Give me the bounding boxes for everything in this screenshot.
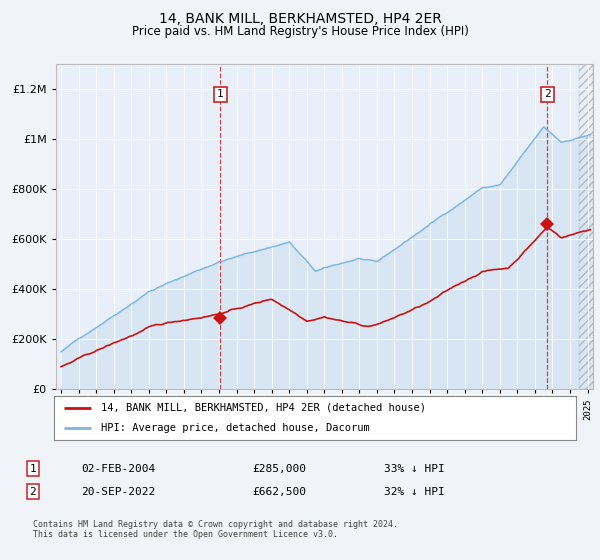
Text: HPI: Average price, detached house, Dacorum: HPI: Average price, detached house, Daco… xyxy=(101,423,370,433)
Text: 1: 1 xyxy=(217,90,224,99)
Text: 1: 1 xyxy=(29,464,37,474)
Text: 33% ↓ HPI: 33% ↓ HPI xyxy=(384,464,445,474)
Text: 14, BANK MILL, BERKHAMSTED, HP4 2ER (detached house): 14, BANK MILL, BERKHAMSTED, HP4 2ER (det… xyxy=(101,403,426,413)
Text: 2: 2 xyxy=(29,487,37,497)
Text: £285,000: £285,000 xyxy=(252,464,306,474)
Text: 20-SEP-2022: 20-SEP-2022 xyxy=(81,487,155,497)
Text: £662,500: £662,500 xyxy=(252,487,306,497)
Text: 2: 2 xyxy=(544,90,551,99)
Text: Contains HM Land Registry data © Crown copyright and database right 2024.
This d: Contains HM Land Registry data © Crown c… xyxy=(33,520,398,539)
Text: 32% ↓ HPI: 32% ↓ HPI xyxy=(384,487,445,497)
Text: 14, BANK MILL, BERKHAMSTED, HP4 2ER: 14, BANK MILL, BERKHAMSTED, HP4 2ER xyxy=(158,12,442,26)
Text: 02-FEB-2004: 02-FEB-2004 xyxy=(81,464,155,474)
Text: Price paid vs. HM Land Registry's House Price Index (HPI): Price paid vs. HM Land Registry's House … xyxy=(131,25,469,38)
